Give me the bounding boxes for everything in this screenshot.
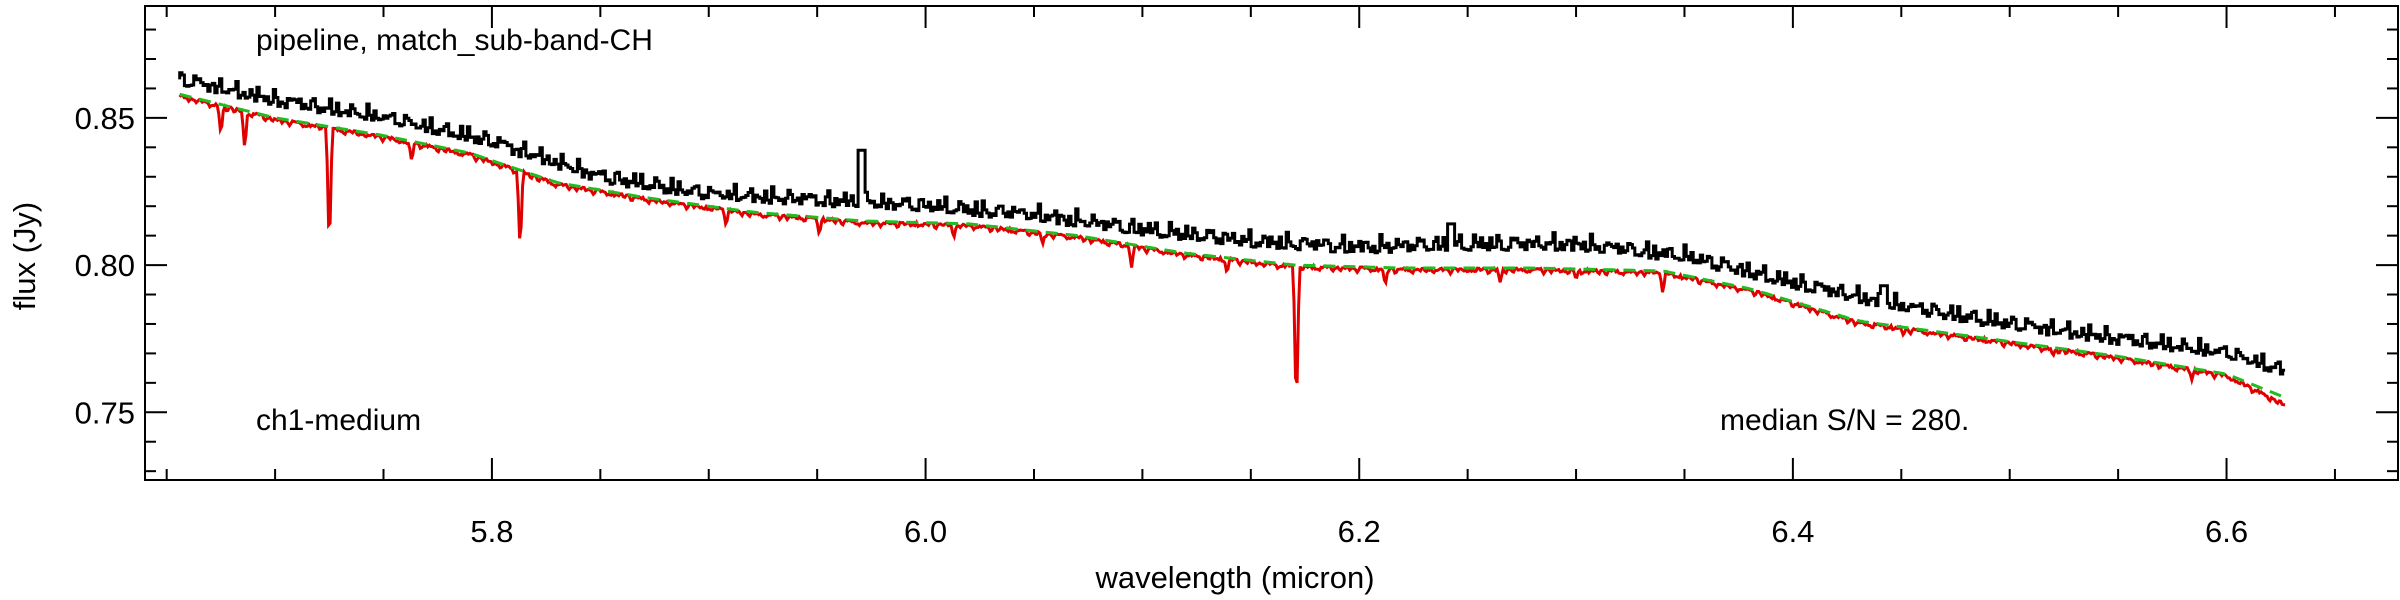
x-tick-label: 6.0 (904, 514, 947, 549)
model-spectrum-line (178, 93, 2286, 407)
series-layer (178, 71, 2286, 407)
x-tick-label: 6.6 (2205, 514, 2248, 549)
x-tick-label: 6.2 (1338, 514, 1381, 549)
channel-annotation: ch1-medium (256, 404, 422, 437)
x-axis-label: wavelength (micron) (1095, 560, 1375, 595)
y-tick-label: 0.75 (75, 395, 135, 430)
y-tick-label: 0.85 (75, 101, 135, 136)
snr-annotation: median S/N = 280. (1720, 404, 1970, 437)
axis-ticks: 5.8 6.0 6.2 6.4 6.6 0.75 0.80 0.85 (75, 6, 2398, 549)
y-tick-label: 0.80 (75, 248, 135, 283)
x-tick-label: 5.8 (470, 514, 513, 549)
pipeline-annotation: pipeline, match_sub-band-CH (256, 24, 653, 57)
x-tick-label: 6.4 (1771, 514, 1814, 549)
y-axis-label: flux (Jy) (7, 201, 42, 311)
plot-border (144, 5, 2399, 481)
plot-frame (144, 5, 2399, 481)
continuum-fit-line (179, 92, 2286, 399)
observed-spectrum-line (178, 71, 2286, 376)
